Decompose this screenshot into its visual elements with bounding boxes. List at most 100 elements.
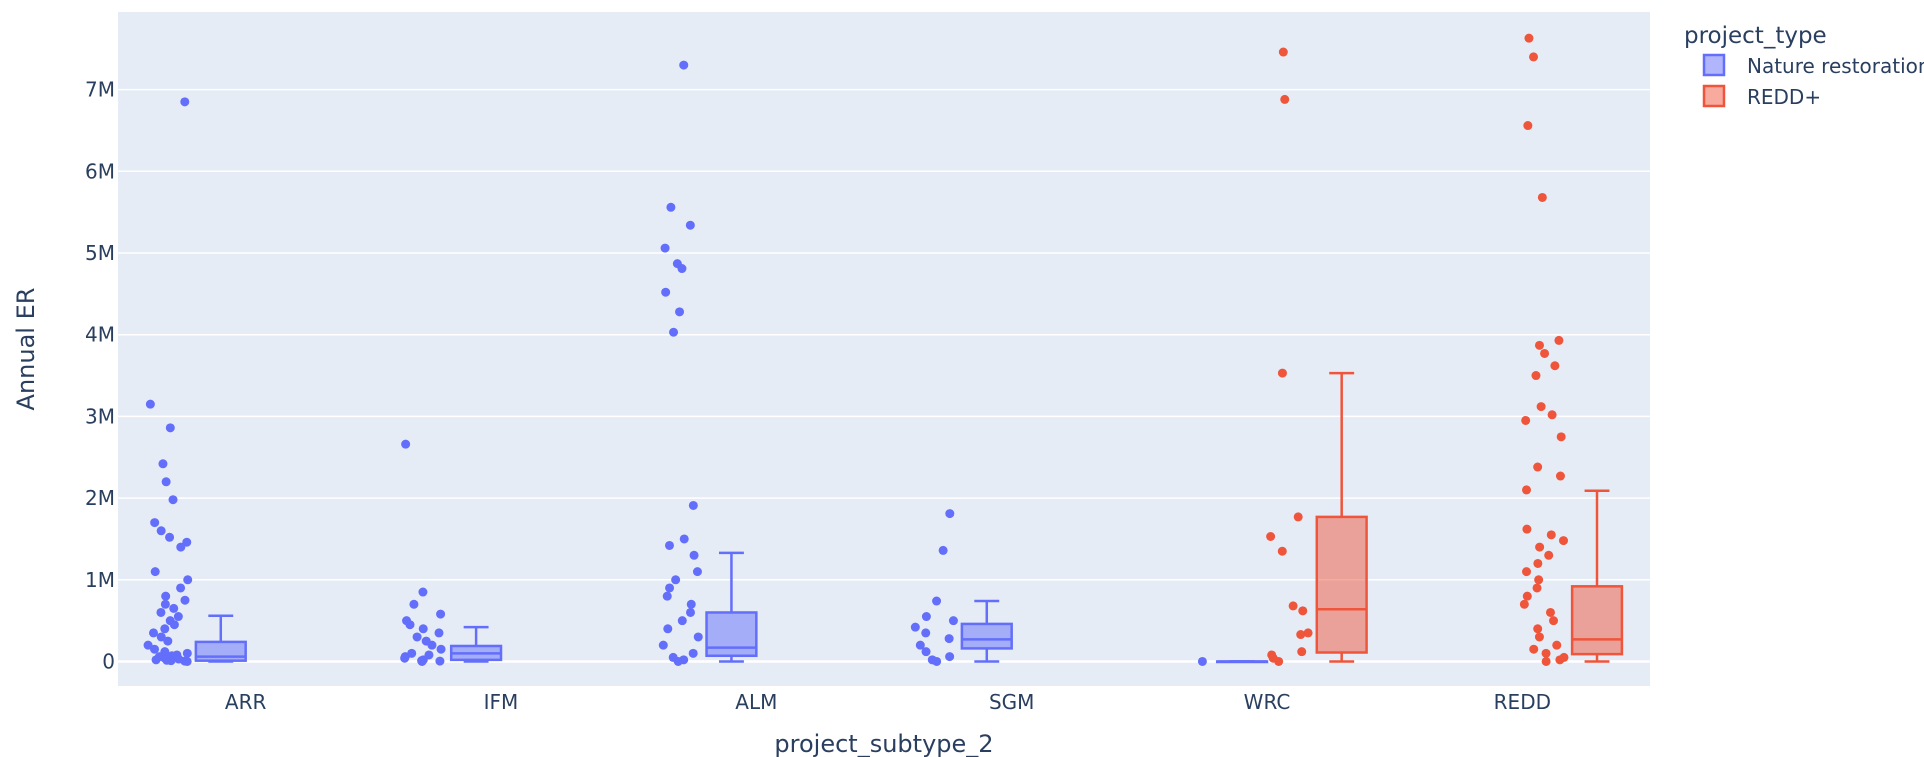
outlier-point	[1521, 415, 1531, 425]
outlier-point	[1523, 121, 1533, 131]
outlier-point	[417, 656, 427, 666]
x-tick-label: WRC	[1244, 690, 1291, 714]
box-iqr	[705, 611, 758, 658]
outlier-point	[158, 459, 168, 469]
outlier-point	[938, 545, 948, 555]
outlier-point	[665, 583, 675, 593]
y-tick-label: 0	[102, 649, 115, 673]
outlier-point	[418, 587, 428, 597]
outlier-point	[658, 640, 668, 650]
y-tick-label: 5M	[85, 241, 115, 265]
legend-item[interactable]: Nature restoration	[1702, 53, 1924, 78]
outlier-point	[1303, 628, 1313, 638]
box-iqr	[1315, 515, 1368, 654]
box-iqr	[960, 622, 1013, 650]
outlier-point	[156, 526, 166, 536]
outlier-point	[1536, 402, 1546, 412]
outlier-point	[679, 60, 689, 70]
outlier-point	[1274, 656, 1284, 666]
series-redd-	[1266, 33, 1624, 666]
y-tick-label: 3M	[85, 404, 115, 428]
outlier-point	[948, 616, 958, 626]
outlier-point	[677, 616, 687, 626]
x-tick-label: ARR	[225, 690, 267, 714]
outlier-point	[1266, 531, 1276, 541]
outlier-point	[686, 607, 696, 617]
outlier-point	[1540, 348, 1550, 358]
y-tick-label: 1M	[85, 568, 115, 592]
outlier-point	[1519, 599, 1529, 609]
outlier-point	[661, 287, 671, 297]
outlier-point	[944, 634, 954, 644]
outlier-point	[673, 656, 683, 666]
outlier-point	[1549, 616, 1559, 626]
outlier-point	[1522, 485, 1532, 495]
outlier-point	[945, 509, 955, 519]
outlier-point	[143, 640, 153, 650]
legend-swatch	[1702, 84, 1726, 108]
outlier-point	[1555, 655, 1565, 665]
outlier-point	[1535, 542, 1545, 552]
outlier-point	[664, 540, 674, 550]
outlier-point	[418, 624, 428, 634]
outlier-point	[677, 264, 687, 274]
outlier-point	[1532, 583, 1542, 593]
legend-swatch	[1702, 53, 1726, 77]
outlier-point	[174, 654, 184, 664]
series-nature-restoration	[143, 60, 1269, 666]
outlier-point	[688, 648, 698, 658]
box-iqr	[1570, 585, 1624, 656]
x-tick-label: REDD	[1494, 690, 1551, 714]
outlier-point	[1534, 575, 1544, 585]
outlier-point	[679, 534, 689, 544]
chart-marks	[143, 33, 1624, 666]
legend-item[interactable]: REDD+	[1702, 84, 1821, 109]
legend[interactable]: project_type Nature restoration REDD+	[1684, 23, 1924, 109]
outlier-point	[150, 644, 160, 654]
box-iqr	[194, 640, 247, 662]
outlier-point	[1533, 462, 1543, 472]
grid-lines	[118, 88, 1650, 663]
outlier-point	[1522, 524, 1532, 534]
outlier-point	[1534, 632, 1544, 642]
x-axis-title: project_subtype_2	[774, 730, 993, 757]
outlier-point	[1544, 550, 1554, 560]
outlier-point	[176, 542, 186, 552]
outlier-point	[434, 628, 444, 638]
outlier-point	[180, 595, 190, 605]
outlier-point	[1534, 340, 1544, 350]
outlier-point	[1524, 33, 1534, 43]
outlier-point	[1547, 410, 1557, 420]
outlier-point	[669, 327, 679, 337]
outlier-point	[163, 636, 173, 646]
outlier-point	[1297, 647, 1307, 657]
outlier-point	[1552, 640, 1562, 650]
outlier-point	[1533, 624, 1543, 634]
outlier-point	[182, 648, 192, 658]
outlier-point	[436, 609, 446, 619]
outlier-point	[183, 575, 193, 585]
outlier-point	[145, 399, 155, 409]
y-axis-tick-labels: 0 1M 2M 3M 4M 5M 6M 7M	[85, 78, 115, 674]
outlier-point	[1522, 567, 1532, 577]
outlier-point	[1529, 644, 1539, 654]
outlier-point	[1197, 656, 1207, 666]
outlier-point	[161, 591, 171, 601]
outlier-point	[156, 607, 166, 617]
x-tick-label: ALM	[735, 690, 777, 714]
outlier-point	[685, 220, 695, 230]
outlier-point	[151, 655, 161, 665]
outlier-point	[176, 583, 186, 593]
outlier-point	[160, 624, 170, 634]
outlier-point	[409, 599, 419, 609]
outlier-point	[1546, 530, 1556, 540]
outlier-point	[1298, 606, 1308, 616]
outlier-point	[1558, 536, 1568, 546]
outlier-point	[1522, 591, 1532, 601]
outlier-point	[686, 599, 696, 609]
outlier-point	[168, 495, 178, 505]
outlier-point	[689, 550, 699, 560]
outlier-point	[169, 620, 179, 630]
outlier-point	[150, 567, 160, 577]
